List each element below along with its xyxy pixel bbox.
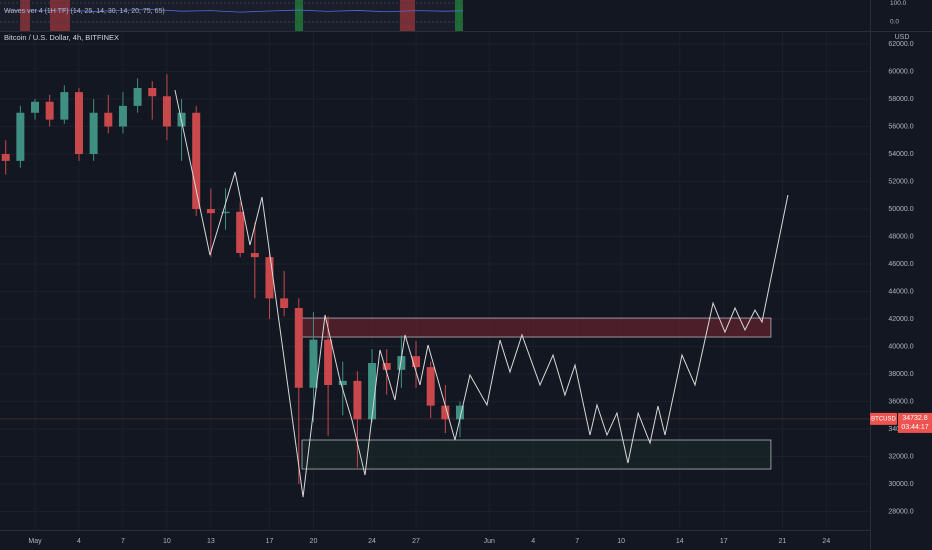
- y-tick-label: 28000.0: [888, 508, 913, 515]
- indicator-band: [20, 0, 31, 31]
- x-tick-label: 4: [77, 538, 81, 545]
- x-tick-label: 7: [121, 538, 125, 545]
- price-tag-symbol: BTCUSD: [871, 417, 896, 423]
- chart-title: Bitcoin / U.S. Dollar, 4h, BITFINEX: [4, 33, 119, 42]
- x-tick-label: 17: [266, 538, 274, 545]
- indicator-label: Waves ver 4 (1H TF) (14, 25, 14, 30, 14,…: [4, 8, 165, 15]
- y-tick-label: 46000.0: [888, 261, 913, 268]
- y-tick-label: 56000.0: [888, 123, 913, 130]
- x-tick-label: 27: [412, 538, 420, 545]
- candle-body: [16, 112, 25, 161]
- x-tick-label: 10: [617, 538, 625, 545]
- x-tick-label: 17: [720, 538, 728, 545]
- y-tick-label: 58000.0: [888, 96, 913, 103]
- y-tick-label: 32000.0: [888, 453, 913, 460]
- candle-body: [104, 112, 113, 127]
- x-tick-label: 7: [575, 538, 579, 545]
- y-tick-label: 60000.0: [888, 68, 913, 75]
- zone: [301, 317, 772, 338]
- candle-body: [162, 96, 171, 127]
- x-tick-label: 24: [822, 538, 830, 545]
- y-tick-label: 50000.0: [888, 206, 913, 213]
- indicator-tick-label: 0.0: [890, 19, 899, 26]
- candle-body: [397, 356, 406, 370]
- y-tick-label: 52000.0: [888, 178, 913, 185]
- indicator-line: [5, 9, 463, 13]
- candle-body: [309, 339, 318, 388]
- candle-body: [412, 356, 421, 368]
- candle-body: [368, 363, 377, 420]
- candle-body: [31, 101, 40, 113]
- candle-body: [206, 209, 215, 214]
- candle-body: [74, 92, 83, 155]
- y-tick-label: 48000.0: [888, 233, 913, 240]
- x-tick-label: 24: [368, 538, 376, 545]
- price-tag-value: 34732.8: [902, 415, 927, 422]
- indicator-band: [455, 0, 463, 31]
- y-tick-label: 40000.0: [888, 343, 913, 350]
- indicator-band: [294, 0, 304, 31]
- x-tick-label: 10: [163, 538, 171, 545]
- candle-body: [221, 211, 230, 214]
- candle-body: [280, 298, 289, 309]
- x-tick-label: Jun: [484, 538, 495, 545]
- candle-body: [148, 88, 157, 97]
- forecast-path: [174, 89, 789, 498]
- y-tick-label: 36000.0: [888, 398, 913, 405]
- indicator-band: [399, 0, 415, 31]
- candle-body: [60, 92, 69, 120]
- candle-body: [192, 112, 201, 210]
- indicator-band: [49, 0, 71, 31]
- x-tick-label: 4: [531, 538, 535, 545]
- candle-body: [89, 112, 98, 155]
- y-tick-label: 42000.0: [888, 316, 913, 323]
- candle-body: [236, 211, 245, 254]
- x-tick-label: 21: [778, 538, 786, 545]
- candle-body: [441, 405, 450, 420]
- y-tick-label: 54000.0: [888, 151, 913, 158]
- candle-body: [353, 380, 362, 420]
- candle-body: [118, 105, 127, 127]
- candle-body: [250, 253, 259, 258]
- y-tick-label: 38000.0: [888, 371, 913, 378]
- axis-unit: USD: [895, 34, 910, 41]
- indicator-pane: [0, 0, 463, 31]
- indicator-tick-label: 100.0: [890, 0, 907, 7]
- candle-body: [455, 405, 464, 420]
- x-tick-label: 13: [207, 538, 215, 545]
- candle-body: [426, 367, 435, 406]
- candle-body: [382, 363, 391, 370]
- price-tag-countdown: 03:44:17: [901, 424, 928, 431]
- price-tag-symbol-bg: [870, 412, 897, 425]
- candle-body: [294, 308, 303, 388]
- candle-body: [1, 154, 10, 161]
- y-tick-label: 30000.0: [888, 481, 913, 488]
- zone: [301, 439, 772, 470]
- candle-body: [338, 380, 347, 386]
- candle-body: [324, 339, 333, 386]
- candle-body: [45, 101, 54, 120]
- x-tick-label: 20: [310, 538, 318, 545]
- candle-body: [265, 257, 274, 299]
- candle-body: [133, 88, 142, 106]
- x-tick-label: May: [28, 538, 42, 545]
- x-tick-label: 14: [676, 538, 684, 545]
- y-tick-label: 44000.0: [888, 288, 913, 295]
- price-tag-bg: [898, 412, 932, 433]
- y-tick-label: 62000.0: [888, 41, 913, 48]
